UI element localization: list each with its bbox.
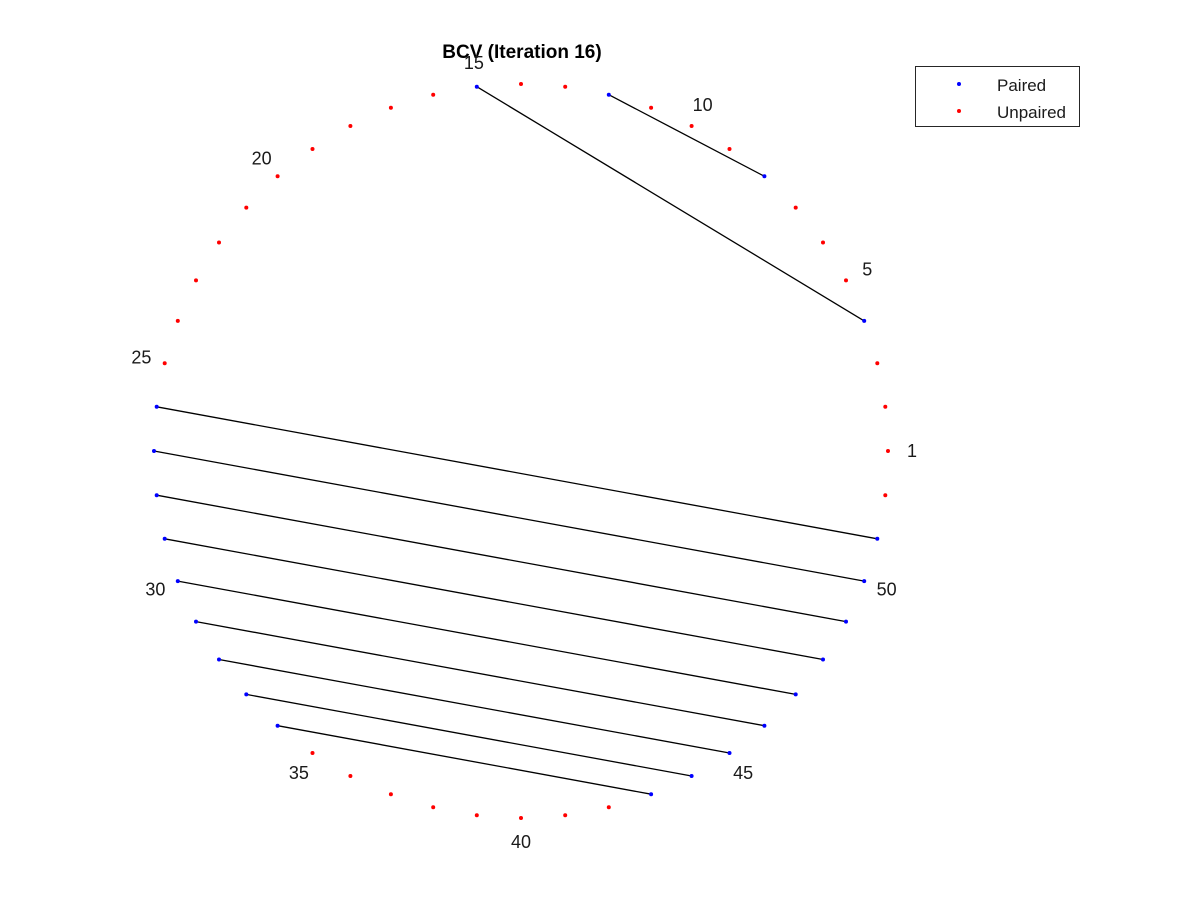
node-point-13	[563, 84, 568, 89]
node-label-35: 35	[289, 763, 309, 783]
node-point-28	[154, 493, 159, 498]
node-point-7	[793, 205, 798, 210]
node-point-16	[431, 92, 436, 97]
node-point-6	[821, 240, 825, 245]
node-label-20: 20	[252, 148, 272, 168]
node-label-30: 30	[145, 580, 165, 600]
node-label-45: 45	[733, 763, 753, 783]
node-point-35	[310, 751, 315, 755]
pair-line-34-43	[277, 725, 652, 795]
pair-line-33-44	[246, 693, 692, 777]
node-point-38	[431, 805, 436, 810]
node-label-5: 5	[862, 259, 872, 279]
node-point-31	[194, 619, 198, 624]
node-point-22	[217, 240, 221, 245]
pair-line-28-49	[156, 494, 847, 623]
node-point-50	[862, 579, 867, 584]
node-point-49	[844, 619, 848, 624]
pair-line-31-46	[195, 620, 765, 727]
node-point-29	[162, 536, 167, 541]
node-point-3	[875, 361, 880, 366]
legend-label-unpaired: Unpaired	[997, 103, 1066, 122]
legend-marker-paired	[957, 82, 961, 86]
node-label-1: 1	[907, 441, 917, 461]
node-point-24	[175, 318, 180, 323]
node-point-33	[244, 692, 249, 697]
node-point-48	[821, 657, 825, 662]
node-point-26	[154, 404, 159, 409]
node-point-39	[474, 813, 479, 818]
node-point-47	[793, 692, 798, 697]
pair-lines	[153, 86, 878, 795]
pair-line-29-48	[164, 538, 824, 661]
pair-line-4-15	[476, 86, 865, 322]
node-point-44	[689, 774, 694, 778]
node-label-25: 25	[131, 347, 151, 367]
node-points	[152, 82, 890, 820]
node-point-20	[275, 174, 280, 179]
pair-line-8-12	[608, 94, 765, 177]
node-point-8	[762, 174, 767, 179]
pair-line-32-45	[218, 658, 730, 754]
pair-line-30-47	[177, 580, 796, 696]
node-point-17	[388, 105, 393, 110]
node-point-19	[310, 147, 315, 151]
node-point-4	[862, 318, 867, 323]
pair-line-27-50	[153, 450, 865, 582]
node-point-23	[194, 278, 198, 283]
chart-title: BCV (Iteration 16)	[442, 42, 601, 63]
node-point-52	[883, 493, 888, 498]
node-point-12	[606, 92, 611, 97]
node-point-10	[689, 124, 694, 128]
node-point-42	[606, 805, 611, 810]
node-point-46	[762, 723, 767, 728]
node-label-50: 50	[877, 580, 897, 600]
node-point-27	[152, 449, 156, 453]
node-point-21	[244, 205, 249, 210]
node-point-41	[563, 813, 568, 818]
node-point-11	[649, 105, 654, 110]
legend: Paired Unpaired	[915, 66, 1080, 127]
node-point-36	[348, 774, 353, 778]
node-point-34	[275, 723, 280, 728]
legend-marker-unpaired	[957, 109, 961, 113]
legend-label-paired: Paired	[997, 76, 1046, 95]
node-point-30	[175, 579, 180, 584]
node-point-45	[727, 751, 732, 755]
node-point-5	[844, 278, 848, 283]
node-point-15	[474, 84, 479, 89]
node-label-40: 40	[511, 832, 531, 852]
node-point-9	[727, 147, 732, 151]
node-label-15: 15	[464, 53, 484, 73]
node-point-37	[388, 792, 393, 797]
node-point-2	[883, 404, 888, 409]
node-point-40	[519, 816, 523, 820]
node-point-25	[162, 361, 167, 366]
node-point-18	[348, 124, 353, 128]
pair-line-26-51	[156, 406, 878, 540]
node-point-32	[217, 657, 221, 662]
node-point-43	[649, 792, 654, 797]
node-label-10: 10	[693, 95, 713, 115]
node-point-14	[519, 82, 523, 86]
node-point-51	[875, 536, 880, 541]
legend-box	[915, 66, 1080, 127]
node-point-1	[886, 449, 890, 453]
